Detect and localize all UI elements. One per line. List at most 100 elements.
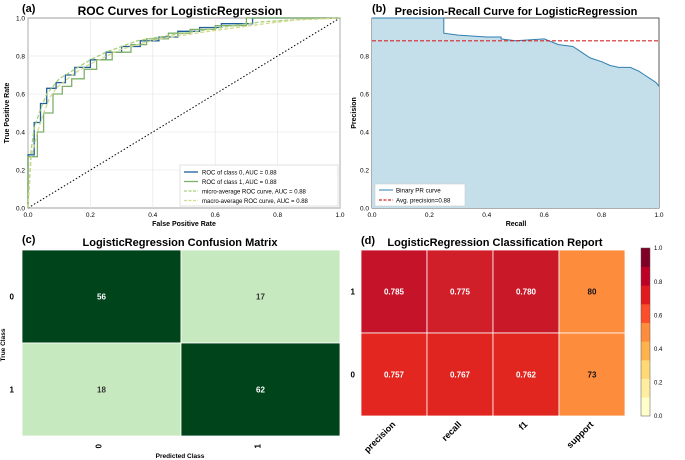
- cm-panel-label: (c): [22, 234, 36, 246]
- pr-x-tick-2: 0.4: [482, 212, 491, 219]
- cm-cell-value-1-1: 62: [256, 386, 265, 395]
- report-colorbar-segment-0: [641, 397, 650, 417]
- roc-title: ROC Curves for LogisticRegression: [78, 4, 283, 18]
- roc-legend-box: [179, 164, 339, 207]
- roc-x-tick-4: 0.8: [273, 212, 282, 219]
- roc-panel: (a) ROC Curves for LogisticRegression 0.…: [4, 3, 345, 228]
- report-colorbar-segment-7: [641, 266, 650, 286]
- pr-curve: [372, 17, 660, 87]
- report-colorbar-segment-8: [641, 248, 650, 267]
- report-cell-value-0-2: 0.780: [516, 288, 537, 297]
- report-colorbar-tick-4: 0.8: [654, 280, 663, 286]
- pr-y-ticks: 0.0 0.2 0.4 0.6 0.8: [360, 53, 369, 212]
- cm-col-label-1: 1: [254, 443, 263, 448]
- pr-panel: (b) Precision-Recall Curve for LogisticR…: [351, 3, 664, 228]
- report-colorbar-segment-4: [641, 322, 650, 342]
- roc-y-tick-3: 0.6: [16, 91, 25, 98]
- pr-x-tick-3: 0.6: [540, 212, 549, 219]
- cm-row-labels: 01: [10, 293, 15, 395]
- roc-y-tick-2: 0.4: [16, 129, 25, 136]
- cm-cell-0-1: [180, 249, 341, 344]
- cm-panel: (c) LogisticRegression Confusion Matrix …: [0, 234, 341, 460]
- cm-cell-0-0: [21, 249, 182, 344]
- report-colorbar: 0.0 0.2 0.4 0.6 0.8 1.0: [640, 246, 663, 420]
- pr-x-label: Recall: [506, 221, 527, 228]
- pr-y-tick-0: 0.0: [360, 205, 369, 212]
- cm-x-label: Predicted Class: [156, 453, 205, 460]
- pr-area-fill: [372, 18, 659, 208]
- report-cell-value-0-0: 0.785: [384, 288, 405, 297]
- report-row-label-1: 0: [351, 371, 356, 380]
- pr-x-tick-4: 0.8: [597, 212, 606, 219]
- roc-x-tick-2: 0.4: [148, 212, 157, 219]
- pr-legend: Binary PR curve Avg. precision=0.88: [374, 183, 466, 207]
- cm-col-label-0: 0: [95, 443, 104, 448]
- cm-row-label-0: 0: [10, 293, 15, 302]
- roc-series-lines: [27, 17, 341, 209]
- roc-x-tick-0: 0.0: [23, 212, 32, 219]
- pr-y-label: Precision: [351, 97, 358, 129]
- report-cell-1-2: [492, 332, 560, 417]
- cm-cell-1-1: [180, 342, 341, 437]
- report-cell-0-0: [360, 249, 428, 334]
- report-colorbar-segment-2: [641, 360, 650, 379]
- roc-y-ticks: 0.0 0.2 0.4 0.6 0.8 1.0: [16, 15, 25, 212]
- roc-legend-label-2: micro-average ROC curve, AUC = 0.88: [202, 189, 307, 195]
- cm-title: LogisticRegression Confusion Matrix: [83, 237, 279, 249]
- report-colorbar-tick-1: 0.2: [654, 381, 663, 387]
- pr-legend-label-avg: Avg. precision=0.88: [396, 198, 451, 205]
- roc-legend-label-1: ROC of class 1, AUC = 0.88: [202, 180, 277, 186]
- cm-cell-value-0-1: 17: [256, 293, 265, 302]
- roc-legend-items: ROC of class 0, AUC = 0.88 ROC of class 1…: [184, 170, 309, 205]
- roc-legend: ROC of class 0, AUC = 0.88 ROC of class 1…: [179, 164, 339, 207]
- report-cell-value-0-1: 0.775: [450, 288, 471, 297]
- pr-y-tick-4: 0.8: [360, 53, 369, 60]
- pr-x-tick-0: 0.0: [367, 212, 376, 219]
- roc-x-tick-3: 0.6: [211, 212, 220, 219]
- report-colorbar-frame: [640, 247, 651, 417]
- pr-legend-label-curve: Binary PR curve: [396, 188, 441, 195]
- report-colorbar-tick-5: 1.0: [654, 246, 663, 252]
- report-col-label-2: f1: [517, 419, 530, 432]
- roc-x-tick-5: 1.0: [335, 212, 344, 219]
- roc-reference-diagonal: [27, 17, 341, 209]
- report-title: LogisticRegression Classification Report: [387, 237, 602, 249]
- report-cell-1-1: [426, 332, 494, 417]
- roc-y-label: True Positive Rate: [4, 83, 11, 144]
- report-row-labels: 10: [351, 288, 356, 380]
- report-panel: (d) LogisticRegression Classification Re…: [351, 235, 663, 455]
- pr-y-tick-3: 0.6: [360, 91, 369, 98]
- report-colorbar-segment-5: [641, 304, 650, 323]
- report-col-label-1: recall: [440, 419, 464, 443]
- roc-y-tick-5: 1.0: [16, 15, 25, 22]
- report-cell-value-1-2: 0.762: [516, 371, 537, 380]
- roc-series-2-line: [27, 17, 341, 209]
- report-cell-value-1-3: 73: [588, 371, 597, 380]
- report-cell-value-1-1: 0.767: [450, 371, 471, 380]
- roc-legend-label-3: macro-average ROC curve, AUC = 0.88: [202, 199, 309, 205]
- report-colorbar-tick-0: 0.0: [654, 414, 663, 420]
- report-cell-0-2: [492, 249, 560, 334]
- roc-x-label: False Positive Rate: [152, 221, 216, 228]
- pr-panel-label: (b): [372, 3, 386, 15]
- report-cell-1-3: [558, 332, 626, 417]
- report-row-label-0: 1: [351, 288, 356, 297]
- pr-x-ticks: 0.0 0.2 0.4 0.6 0.8 1.0: [367, 212, 663, 219]
- report-colorbar-segment-6: [641, 285, 650, 305]
- report-col-label-3: support: [565, 419, 596, 450]
- report-cells: 0.785 0.775 0.780 80 0.757 0.767 0.762 73: [360, 249, 626, 417]
- cm-row-label-1: 1: [10, 386, 15, 395]
- cm-cell-1-0: [21, 342, 182, 437]
- cm-cell-value-0-0: 56: [97, 293, 106, 302]
- roc-x-ticks: 0.0 0.2 0.4 0.6 0.8 1.0: [23, 212, 344, 219]
- roc-x-tick-1: 0.2: [86, 212, 95, 219]
- report-colorbar-segment-1: [641, 378, 650, 398]
- cm-cell-value-1-0: 18: [97, 386, 106, 395]
- roc-series-3-line: [27, 17, 341, 209]
- report-colorbar-tick-3: 0.6: [654, 313, 663, 319]
- pr-x-tick-1: 0.2: [425, 212, 434, 219]
- roc-y-tick-4: 0.8: [16, 53, 25, 60]
- report-cell-value-0-3: 80: [588, 288, 597, 297]
